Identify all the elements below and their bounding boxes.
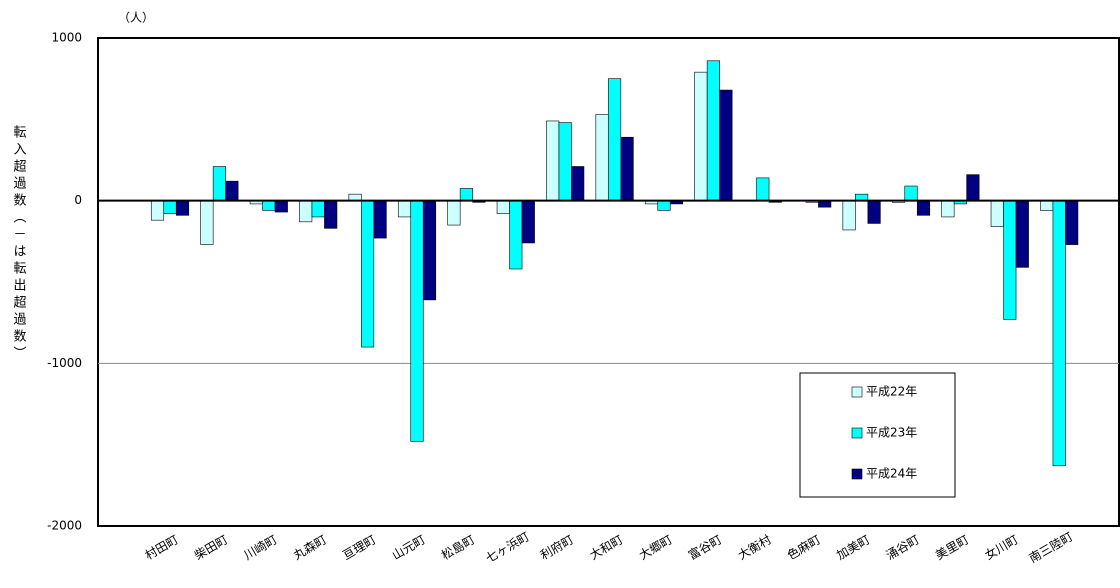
bar xyxy=(842,200,856,231)
x-tick-label: 山元町 xyxy=(390,533,428,563)
x-tick-label: 大郷町 xyxy=(637,533,675,563)
unit-label: （人） xyxy=(118,11,154,25)
bar xyxy=(1065,200,1079,245)
bar xyxy=(1040,200,1054,211)
bar xyxy=(422,200,437,301)
bar xyxy=(225,180,239,201)
x-tick-label: 大和町 xyxy=(587,533,625,563)
legend-swatch xyxy=(851,468,863,480)
y-tick-label: 1000 xyxy=(51,31,82,45)
x-tick-label: 涌谷町 xyxy=(884,533,922,563)
bar xyxy=(299,200,313,223)
x-tick-label: 村田町 xyxy=(143,533,181,563)
bar xyxy=(410,200,424,442)
bar xyxy=(571,166,585,201)
bar xyxy=(558,122,572,201)
x-tick-label: 大衡村 xyxy=(735,533,773,563)
bar xyxy=(496,200,510,214)
x-tick-label: 亘理町 xyxy=(340,533,378,563)
bar xyxy=(373,200,387,239)
bar xyxy=(990,200,1004,227)
x-tick-label: 富谷町 xyxy=(686,532,725,563)
bar xyxy=(1003,200,1017,320)
legend-box xyxy=(799,372,956,498)
bar xyxy=(941,200,955,218)
bar xyxy=(175,200,190,216)
legend-label: 平成24年 xyxy=(866,467,917,481)
bar xyxy=(1052,200,1066,467)
bar xyxy=(706,60,720,201)
bar xyxy=(694,71,708,201)
bar xyxy=(200,200,214,245)
bar xyxy=(966,174,980,201)
bar xyxy=(608,78,622,201)
legend-swatch xyxy=(851,427,863,439)
x-tick-label: 加美町 xyxy=(834,533,872,563)
x-tick-label: 女川町 xyxy=(982,532,1021,563)
bar xyxy=(867,200,881,224)
bar xyxy=(620,136,634,201)
x-tick-label: 七ヶ浜町 xyxy=(483,530,532,566)
bar xyxy=(509,200,523,270)
bar xyxy=(397,200,412,218)
bar xyxy=(274,200,288,213)
plot-area xyxy=(97,37,1120,527)
bar xyxy=(916,200,931,216)
bar xyxy=(657,200,671,211)
x-tick-label: 美里町 xyxy=(933,533,971,563)
bar xyxy=(324,200,338,229)
y-axis-label: 転入超過数（－は転出超過数） xyxy=(11,125,27,363)
bar xyxy=(262,200,276,211)
bar xyxy=(595,114,609,201)
bar xyxy=(150,200,165,221)
bar xyxy=(163,200,177,214)
bar xyxy=(719,89,733,201)
y-tick-label: 0 xyxy=(74,193,82,207)
x-tick-label: 利府町 xyxy=(537,532,576,563)
x-tick-label: 色麻町 xyxy=(784,532,823,563)
bar xyxy=(459,188,473,201)
bar xyxy=(756,177,770,201)
bar xyxy=(447,200,461,226)
x-tick-label: 松島町 xyxy=(439,532,478,563)
x-tick-label: 南三陸町 xyxy=(1026,529,1075,566)
legend-swatch xyxy=(851,386,863,398)
bar xyxy=(521,200,535,244)
legend-label: 平成23年 xyxy=(866,426,917,440)
y-tick-label: -1000 xyxy=(47,356,82,370)
bar xyxy=(311,200,325,218)
bar xyxy=(904,185,918,201)
bar xyxy=(361,200,375,348)
y-tick-label: -2000 xyxy=(47,519,82,533)
bar xyxy=(212,166,226,201)
legend-label: 平成22年 xyxy=(866,385,917,399)
bar xyxy=(546,120,560,201)
bar xyxy=(1015,200,1029,268)
x-tick-label: 柴田町 xyxy=(192,533,230,563)
x-tick-label: 川崎町 xyxy=(241,533,279,563)
x-tick-label: 丸森町 xyxy=(290,532,329,563)
